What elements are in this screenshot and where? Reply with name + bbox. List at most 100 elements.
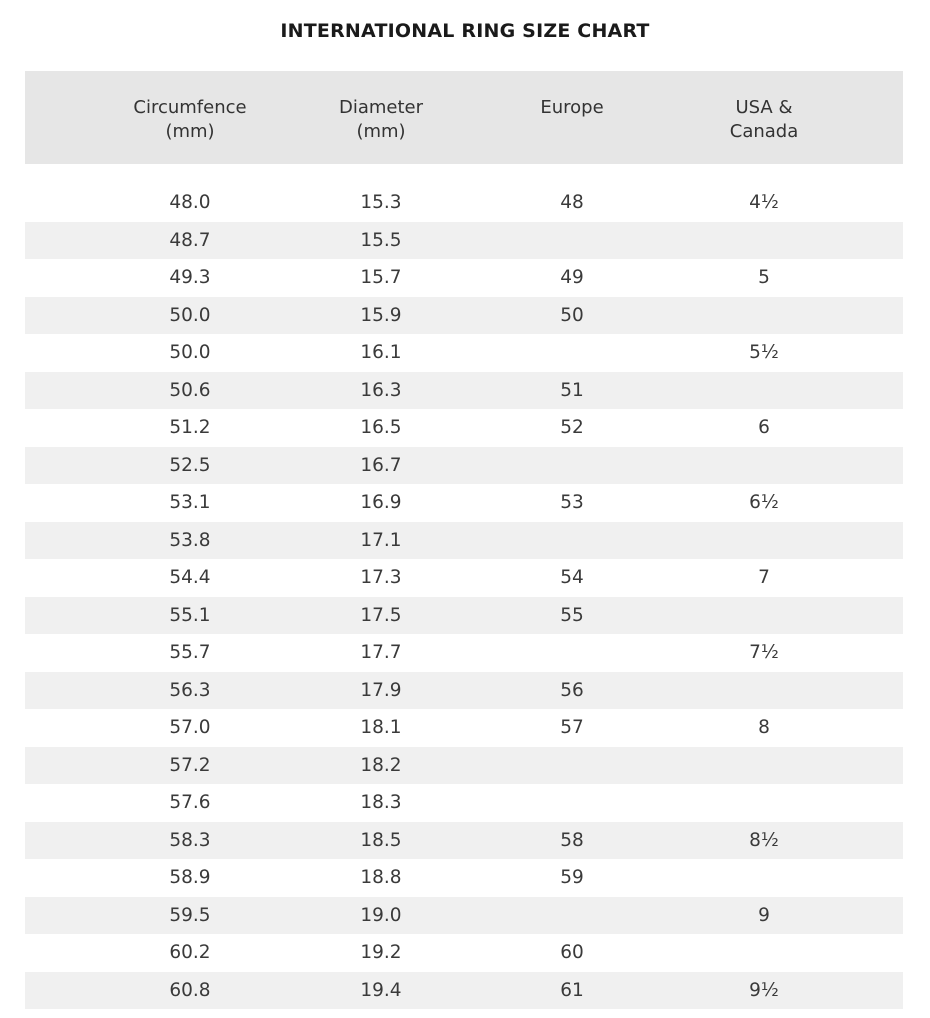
cell-europe [482, 634, 662, 672]
cell-europe: 48 [560, 192, 584, 213]
cell-diameter: 17.5 [360, 604, 402, 626]
table-row: 50.0 16.1 5½ [25, 334, 903, 372]
cell-diameter: 16.9 [360, 492, 402, 513]
cell-circumference: 56.3 [169, 679, 211, 701]
cell-europe: 55 [560, 604, 584, 626]
cell-circumference: 54.4 [169, 567, 211, 588]
cell-europe [482, 747, 662, 785]
cell-circumference: 48.0 [169, 192, 211, 213]
cell-usa: 7½ [749, 642, 779, 663]
cell-usa [674, 747, 854, 785]
cell-circumference: 53.1 [169, 492, 211, 513]
cell-europe: 58 [560, 829, 584, 851]
table-row: 60.2 19.2 60 [25, 934, 903, 972]
cell-usa [674, 784, 854, 822]
cell-circumference: 52.5 [169, 454, 211, 476]
table-row: 57.0 18.1 57 8 [25, 709, 903, 747]
cell-circumference: 57.2 [169, 754, 211, 776]
cell-diameter: 15.9 [360, 304, 402, 326]
cell-diameter: 16.3 [360, 379, 402, 401]
cell-usa: 5½ [749, 342, 779, 363]
cell-diameter: 19.4 [360, 979, 402, 1001]
cell-diameter: 18.3 [360, 792, 402, 813]
cell-circumference: 55.7 [169, 642, 211, 663]
cell-circumference: 60.8 [169, 979, 211, 1001]
cell-usa [674, 447, 854, 485]
cell-usa [674, 297, 854, 335]
cell-diameter: 17.3 [360, 567, 402, 588]
table-row: 58.3 18.5 58 8½ [25, 821, 903, 859]
cell-usa [674, 859, 854, 897]
cell-diameter: 16.7 [360, 454, 402, 476]
table-row: 54.4 17.3 54 7 [25, 559, 903, 597]
table-row: 51.2 16.5 52 6 [25, 409, 903, 447]
table-row: 57.6 18.3 [25, 784, 903, 822]
cell-usa: 5 [758, 267, 770, 288]
table-row: 60.8 19.4 61 9½ [25, 971, 903, 1009]
table-row: 53.8 17.1 [25, 521, 903, 560]
cell-diameter: 15.3 [360, 192, 402, 213]
cell-usa: 9 [758, 904, 770, 926]
cell-diameter: 16.1 [360, 342, 402, 363]
cell-usa [674, 672, 854, 710]
cell-diameter: 17.1 [360, 529, 402, 551]
table-row: 50.0 15.9 50 [25, 296, 903, 335]
table-body: 48.0 15.3 48 4½ 48.7 15.5 49.3 15.7 49 5 50.0 15.9 5… [25, 184, 903, 1009]
cell-europe [482, 522, 662, 560]
cell-circumference: 53.8 [169, 529, 211, 551]
page-title: INTERNATIONAL RING SIZE CHART [280, 20, 650, 42]
page-bottom-edge [0, 1010, 930, 1018]
ring-size-table: Circumfence (mm) Diameter (mm) Europe US… [25, 71, 903, 1009]
cell-usa: 6 [758, 417, 770, 438]
cell-europe: 49 [560, 267, 584, 288]
cell-diameter: 18.8 [360, 867, 402, 888]
cell-europe: 52 [560, 417, 584, 438]
cell-europe: 56 [560, 679, 584, 701]
header-usa-canada: USA & Canada [729, 97, 799, 142]
cell-europe [482, 334, 662, 372]
cell-circumference: 50.6 [169, 379, 211, 401]
cell-europe: 61 [560, 979, 584, 1001]
cell-circumference: 49.3 [169, 267, 211, 288]
table-header: Circumfence (mm) Diameter (mm) Europe US… [25, 71, 903, 164]
cell-circumference: 57.6 [169, 792, 211, 813]
table-row: 59.5 19.0 9 [25, 896, 903, 935]
cell-circumference: 55.1 [169, 604, 211, 626]
cell-diameter: 17.9 [360, 679, 402, 701]
cell-usa [674, 372, 854, 410]
cell-usa: 8 [758, 717, 770, 738]
cell-usa [674, 522, 854, 560]
cell-europe: 60 [560, 942, 584, 963]
cell-europe: 51 [560, 379, 584, 401]
cell-diameter: 18.5 [360, 829, 402, 851]
table-row: 52.5 16.7 [25, 446, 903, 485]
cell-usa [674, 934, 854, 972]
cell-diameter: 18.2 [360, 754, 402, 776]
cell-europe [482, 897, 662, 935]
cell-usa: 8½ [749, 829, 779, 851]
header-diameter: Diameter (mm) [338, 97, 424, 142]
cell-circumference: 59.5 [169, 904, 211, 926]
cell-europe [482, 222, 662, 260]
table-row: 58.9 18.8 59 [25, 859, 903, 897]
cell-circumference: 50.0 [169, 342, 211, 363]
cell-circumference: 60.2 [169, 942, 211, 963]
cell-circumference: 58.3 [169, 829, 211, 851]
cell-usa: 7 [758, 567, 770, 588]
cell-europe: 59 [560, 867, 584, 888]
cell-usa [674, 597, 854, 635]
cell-europe: 57 [560, 717, 584, 738]
table-row: 48.7 15.5 [25, 221, 903, 260]
cell-circumference: 50.0 [169, 304, 211, 326]
cell-circumference: 58.9 [169, 867, 211, 888]
header-spacer [25, 164, 903, 184]
table-row: 49.3 15.7 49 5 [25, 259, 903, 297]
cell-circumference: 51.2 [169, 417, 211, 438]
table-row: 57.2 18.2 [25, 746, 903, 785]
header-europe: Europe [540, 97, 604, 118]
cell-diameter: 18.1 [360, 717, 402, 738]
cell-diameter: 19.0 [360, 904, 402, 926]
cell-europe: 50 [560, 304, 584, 326]
cell-usa: 4½ [749, 192, 779, 213]
table-row: 48.0 15.3 48 4½ [25, 184, 903, 222]
